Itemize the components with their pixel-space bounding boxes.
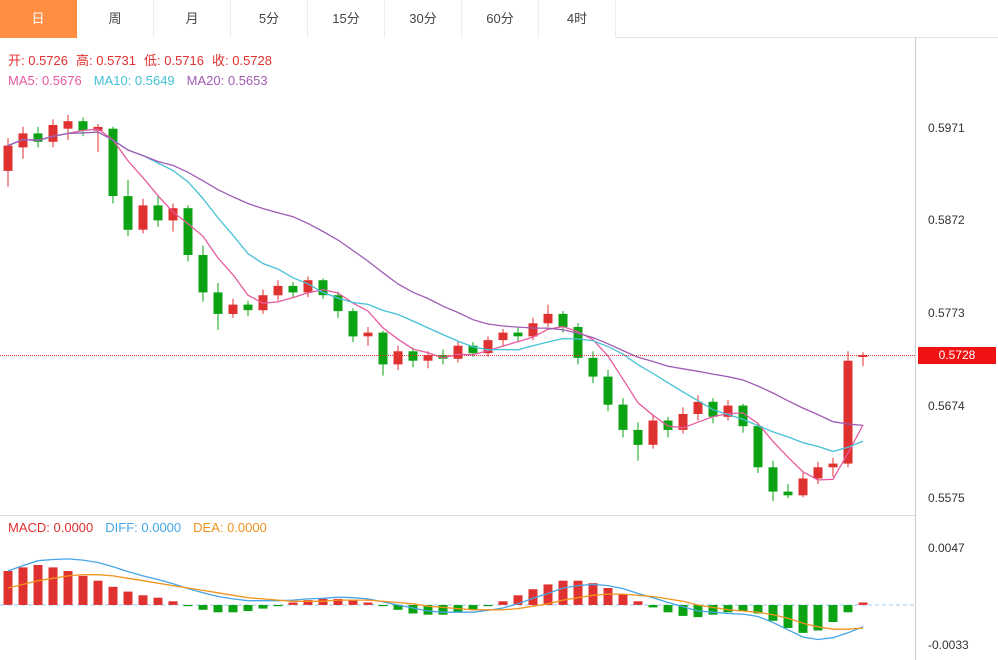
price-axis-tick: 0.5872	[928, 213, 965, 228]
legend-macd: MACD: 0.0000	[8, 520, 94, 535]
macd-chart[interactable]	[0, 516, 915, 660]
current-price-line	[0, 355, 915, 357]
macd-axis-tick: -0.0033	[928, 637, 969, 652]
price-axis: 0.5728 0.5971 0.5872 0.5773 0.5674 0.5575 0.0…	[915, 38, 998, 660]
tab-60分[interactable]: 60分	[462, 0, 539, 38]
tab-月[interactable]: 月	[154, 0, 231, 38]
legend-ma10: MA10: 0.5649	[93, 73, 175, 88]
tab-15分[interactable]: 15分	[308, 0, 385, 38]
tab-周[interactable]: 周	[77, 0, 154, 38]
candlestick-chart[interactable]	[0, 38, 915, 515]
price-axis-tick: 0.5575	[928, 491, 965, 506]
price-axis-tick: 0.5971	[928, 120, 965, 135]
legend-low: 低: 0.5716	[144, 53, 204, 68]
price-axis-tick: 0.5674	[928, 398, 965, 413]
panel-divider	[0, 515, 998, 516]
tab-5分[interactable]: 5分	[231, 0, 308, 38]
legend-ma5: MA5: 0.5676	[8, 73, 82, 88]
ohlc-legend: 开: 0.5726 高: 0.5731 低: 0.5716 收: 0.5728	[8, 50, 280, 69]
current-price-tag: 0.5728	[918, 347, 996, 365]
price-axis-tick: 0.5773	[928, 305, 965, 320]
legend-diff: DIFF: 0.0000	[105, 520, 182, 535]
tab-30分[interactable]: 30分	[385, 0, 462, 38]
macd-legend: MACD: 0.0000 DIFF: 0.0000 DEA: 0.0000	[8, 520, 279, 535]
timeframe-tabbar: 日周月 5分 15分 30分 60分 4时	[0, 0, 998, 38]
ma-legend: MA5: 0.5676 MA10: 0.5649 MA20: 0.5653	[8, 73, 280, 88]
legend-ma20: MA20: 0.5653	[186, 73, 268, 88]
legend-high: 高: 0.5731	[76, 53, 136, 68]
legend-open: 开: 0.5726	[8, 53, 68, 68]
legend-dea: DEA: 0.0000	[193, 520, 267, 535]
tab-4时[interactable]: 4时	[539, 0, 616, 38]
macd-axis-tick: 0.0047	[928, 541, 965, 555]
legend-close: 收: 0.5728	[212, 53, 272, 68]
tab-日[interactable]: 日	[0, 0, 77, 38]
